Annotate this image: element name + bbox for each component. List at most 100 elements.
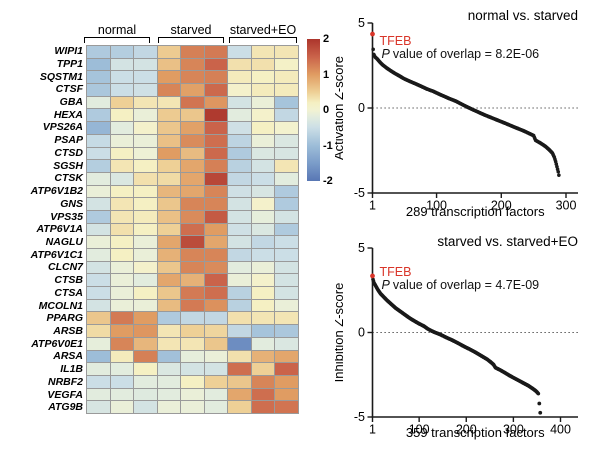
heatmap-cell [228,185,251,198]
heatmap-cell [228,147,251,160]
heatmap-cell [275,58,298,71]
heatmap-cell [275,172,298,185]
heatmap-cell [275,210,298,223]
gene-label: CTSK [54,172,83,185]
heatmap-cell [251,236,275,249]
heatmap-grid [86,45,299,414]
heatmap-cell [87,198,110,210]
heatmap-cell [251,147,275,160]
heatmap-cell [204,172,228,185]
y-tick-label: -5 [354,410,365,424]
heatmap-cell [134,337,157,350]
x-tick-label: 300 [503,423,524,437]
outlier-point [537,401,542,406]
heatmap-cell [228,337,251,350]
heatmap-cell [87,58,110,71]
heatmap-cell [110,325,134,337]
heatmap-cell [275,71,298,84]
heatmap-cell [181,147,204,160]
heatmap-cell [228,363,251,375]
heatmap-cell [228,160,251,172]
heatmap-cell [110,109,134,122]
heatmap-cell [228,287,251,299]
heatmap-cell [228,350,251,363]
group-header-normal: normal [84,23,150,43]
heatmap-cell [251,401,275,413]
x-axis-label: 289 transcription factors [406,204,545,219]
heatmap-cell [275,312,298,325]
heatmap-cell [251,84,275,96]
heatmap-cell [275,388,298,401]
heatmap-cell [181,46,204,58]
heatmap-cell [275,337,298,350]
outlier-point [538,410,543,415]
heatmap-cell [251,375,275,388]
heatmap-cell [275,325,298,337]
heatmap-cell [181,388,204,401]
heatmap-cell [157,147,181,160]
heatmap-cell [134,236,157,249]
heatmap-cell [134,84,157,96]
heatmap-cell [134,312,157,325]
heatmap-cell [87,388,110,401]
heatmap-cell [251,122,275,134]
heatmap-gene-labels: WIPI1 TPP1 SQSTM1 CTSF GBA HEXA VPS26A PSAP CTSD… [0,45,83,414]
heatmap-cell [110,375,134,388]
heatmap-cell [87,210,110,223]
gene-label: CLCN7 [47,261,83,274]
heatmap-cell [110,312,134,325]
heatmap-cell [157,388,181,401]
colorbar-tick-label: 2 [323,33,330,45]
gene-label: ATG9B [48,401,83,414]
x-tick-label: 300 [556,199,577,213]
colorbar-tick-label: 1 [323,68,330,81]
heatmap-cell [134,46,157,58]
group-bracket [158,37,224,43]
heatmap-cell [134,109,157,122]
gene-label: GNS [60,197,83,210]
heatmap-cell [251,96,275,109]
heatmap-cell [228,172,251,185]
x-tick-label: 400 [550,423,571,437]
y-tick-label: 5 [358,241,365,255]
heatmap-cell [157,84,181,96]
heatmap-cell [110,274,134,287]
heatmap-cell [157,210,181,223]
heatmap-cell [134,122,157,134]
heatmap-cell [157,172,181,185]
heatmap-cell [87,274,110,287]
p-value-italic-p: P [382,278,391,292]
heatmap-cell [251,58,275,71]
gene-label: NRBF2 [47,375,83,388]
heatmap-cell [87,147,110,160]
gene-label: ARSB [53,325,83,338]
heatmap-cell [134,375,157,388]
heatmap-cell [181,299,204,312]
heatmap-cell [181,375,204,388]
group-label: starved [170,23,212,37]
colorbar-tick-label: 0 [323,104,330,116]
heatmap-cell [228,71,251,84]
heatmap-cell [157,401,181,413]
gene-label: ARSA [53,350,83,363]
heatmap-cell [181,71,204,84]
heatmap-cell [181,249,204,261]
heatmap-cell [110,261,134,274]
heatmap-cell [110,46,134,58]
heatmap-cell [275,375,298,388]
gene-label: TPP1 [56,57,83,70]
heatmap-cell [110,198,134,210]
heatmap-cell [275,223,298,236]
gene-label: ATP6V1B2 [30,185,83,198]
heatmap-cell [181,160,204,172]
heatmap-cell [251,274,275,287]
gene-label: VEGFA [47,388,83,401]
heatmap-cell [251,71,275,84]
heatmap-cell [157,249,181,261]
heatmap-cell [251,109,275,122]
heatmap-cell [181,84,204,96]
heatmap-cell [275,261,298,274]
heatmap-cell [157,261,181,274]
